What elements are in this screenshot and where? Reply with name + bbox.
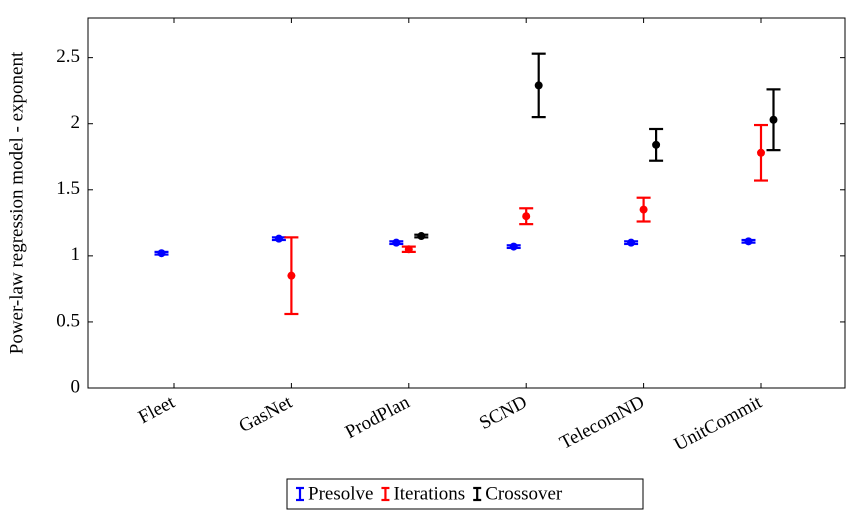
y-tick-label: 1 <box>71 244 81 265</box>
point <box>757 148 765 157</box>
x-tick-label: Fleet <box>135 391 179 428</box>
point <box>744 237 753 246</box>
y-tick-label: 0 <box>71 376 81 397</box>
point <box>627 238 636 247</box>
legend-label: Crossover <box>485 483 563 504</box>
point <box>157 249 166 258</box>
point <box>534 81 543 90</box>
legend-icon <box>381 486 390 502</box>
x-tick-label: GasNet <box>236 391 297 437</box>
point <box>652 140 661 149</box>
x-tick-label: UnitCommit <box>671 391 766 455</box>
point <box>522 212 531 221</box>
point <box>404 245 413 254</box>
x-tick-label: SCND <box>476 392 531 434</box>
point <box>509 242 518 251</box>
x-tick-label: TelecomND <box>556 392 648 454</box>
legend-label: Iterations <box>393 483 465 504</box>
point <box>417 232 426 241</box>
point <box>392 238 401 247</box>
y-axis-label: Power-law regression model - exponent <box>6 51 27 354</box>
y-tick-label: 2 <box>71 112 81 133</box>
point <box>287 271 296 280</box>
y-tick-label: 1.5 <box>56 178 80 199</box>
legend-box <box>286 478 644 510</box>
plot-frame <box>87 17 846 389</box>
point <box>274 234 283 243</box>
y-tick-label: 0.5 <box>56 310 80 331</box>
legend-icon <box>473 486 482 502</box>
legend-label: Presolve <box>308 483 373 504</box>
point <box>639 205 648 214</box>
y-tick-label: 2.5 <box>56 46 80 67</box>
legend-icon <box>296 486 304 502</box>
x-tick-label: ProdPlan <box>342 391 414 442</box>
point <box>769 115 778 124</box>
